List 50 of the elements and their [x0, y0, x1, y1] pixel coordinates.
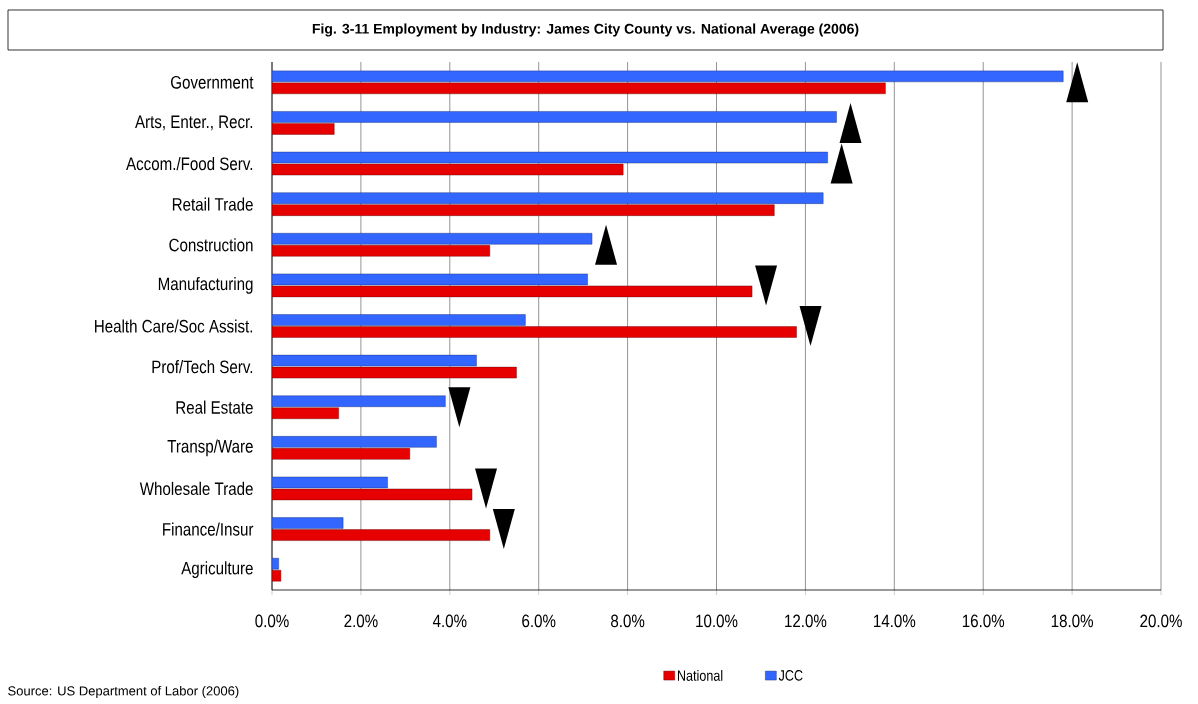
bar	[272, 570, 282, 582]
y-tick-label: Agriculture	[181, 561, 253, 579]
x-tick-label: 12.0%	[785, 614, 827, 628]
bar	[272, 123, 335, 135]
x-tick-label: 14.0%	[874, 614, 916, 628]
chart-title: Fig. 3-11 Employment by Industry: James City County vs. National Average (2006)	[312, 23, 859, 37]
bar	[272, 204, 775, 216]
bar	[272, 82, 886, 95]
bar	[272, 436, 437, 448]
bar	[272, 517, 344, 529]
y-tick-label: Accom./Food Serv.	[126, 156, 253, 171]
bar	[272, 111, 837, 123]
bar	[272, 354, 477, 367]
bar	[272, 529, 491, 541]
bar	[272, 192, 824, 204]
bar	[272, 448, 410, 460]
bar	[272, 395, 446, 407]
bar	[272, 314, 526, 326]
x-tick-label: 6.0%	[522, 614, 556, 628]
x-tick-label: 16.0%	[962, 614, 1005, 628]
y-tick-label: Retail Trade	[172, 197, 253, 211]
bar	[272, 273, 588, 286]
y-tick-label: Manufacturing	[158, 276, 253, 294]
y-tick-label: Construction	[169, 238, 253, 252]
y-tick-label: Prof/Tech Serv.	[152, 360, 253, 374]
x-tick-label: 2.0%	[344, 614, 378, 628]
x-tick-label: 4.0%	[432, 614, 467, 628]
y-tick-label: Government	[171, 75, 254, 89]
bar	[272, 558, 279, 570]
y-tick-label: Finance/Insur	[163, 522, 254, 536]
bar	[272, 233, 593, 245]
bar	[272, 245, 491, 257]
x-tick-label: 18.0%	[1051, 614, 1094, 628]
x-tick-label: 10.0%	[696, 614, 738, 628]
y-tick-label: Transp/Ware	[167, 439, 253, 457]
bar	[272, 476, 388, 489]
y-tick-label: Arts, Enter., Recr.	[135, 115, 253, 131]
y-tick-label: Wholesale Trade	[139, 481, 253, 496]
legend-label: National	[677, 669, 723, 681]
bar	[272, 366, 517, 379]
bar	[272, 407, 339, 419]
x-tick-label: 0.0%	[255, 614, 289, 628]
legend-label: JCC	[778, 670, 803, 681]
y-tick-label: Real Estate	[176, 400, 253, 414]
x-tick-label: 20.0%	[1140, 614, 1182, 628]
bar	[272, 163, 624, 176]
x-tick-label: 8.0%	[611, 614, 645, 628]
source-note: Source: US Department of Labor (2006)	[8, 685, 239, 699]
bar	[272, 326, 797, 338]
y-tick-label: Health Care/Soc Assist.	[95, 319, 253, 333]
